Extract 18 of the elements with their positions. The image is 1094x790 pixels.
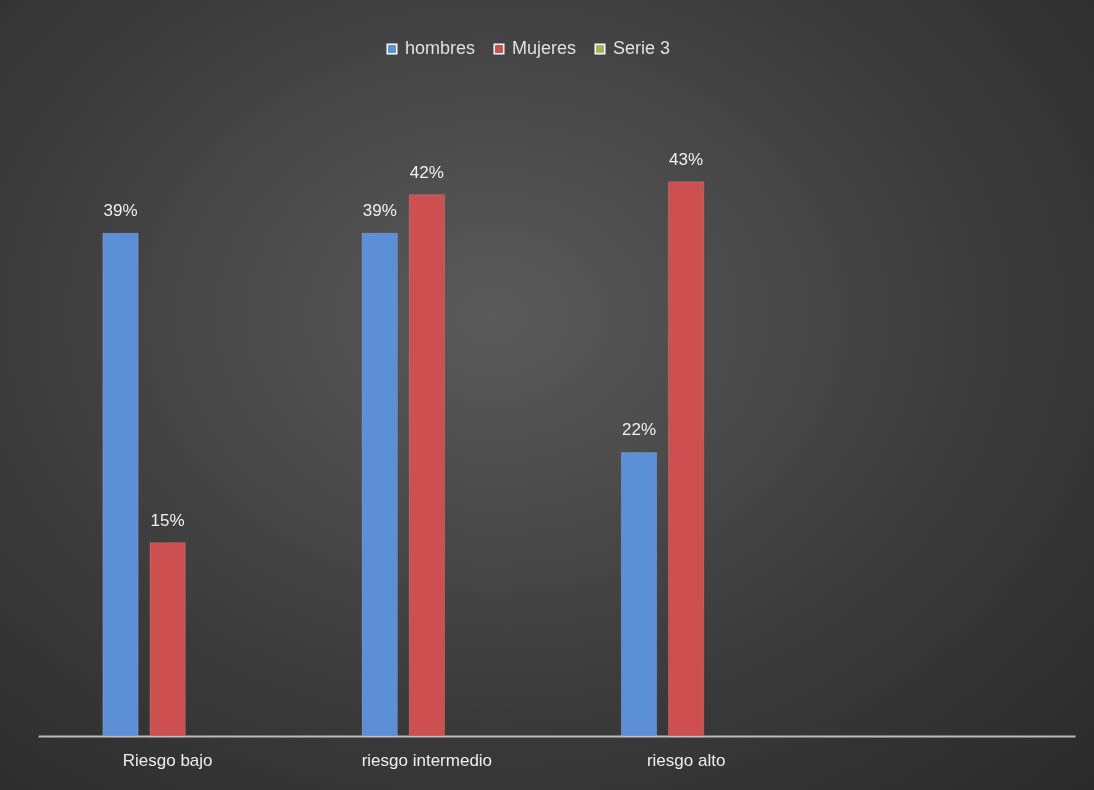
data-label: 39% [362, 201, 397, 221]
legend-label: Mujeres [512, 38, 577, 58]
data-label: 42% [409, 162, 444, 182]
bar [149, 542, 186, 737]
legend-label: hombres [405, 38, 476, 58]
x-tick-label: riesgo alto [646, 750, 726, 770]
bar [620, 451, 658, 737]
data-label: 39% [103, 201, 138, 221]
legend-label: Serie 3 [613, 38, 671, 58]
bar [361, 232, 398, 737]
bar [408, 194, 446, 737]
bar [667, 181, 705, 737]
bar [102, 232, 139, 737]
data-label: 22% [621, 420, 656, 440]
x-tick-label: riesgo intermedio [361, 750, 493, 770]
data-label: 43% [669, 149, 704, 169]
x-tick-label: Riesgo bajo [122, 750, 213, 770]
data-label: 15% [150, 510, 185, 530]
